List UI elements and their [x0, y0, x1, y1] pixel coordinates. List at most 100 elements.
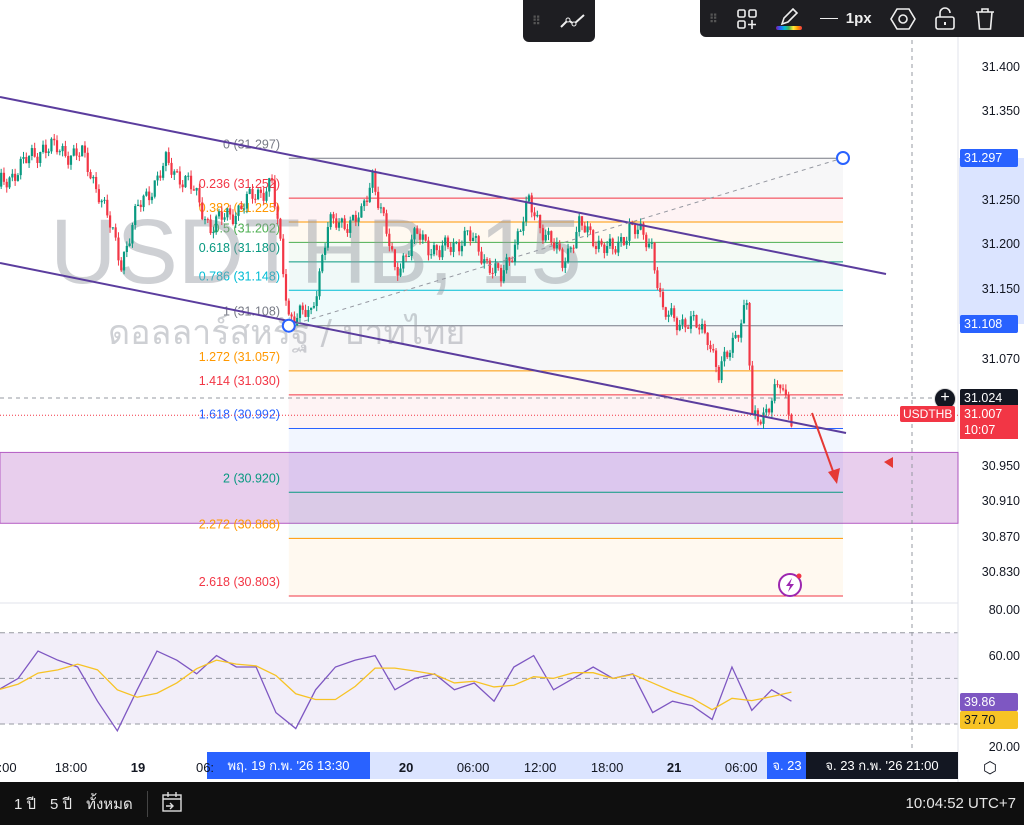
- range-1y[interactable]: 1 ปี: [14, 795, 37, 813]
- target-zone: [0, 451, 959, 524]
- price-tick: 31.150: [981, 281, 1020, 296]
- candle: [81, 145, 84, 157]
- trash-icon[interactable]: [965, 0, 1005, 37]
- candle: [175, 171, 179, 173]
- candle: [203, 219, 207, 221]
- candle: [765, 408, 768, 413]
- candle: [720, 361, 723, 381]
- bar-countdown: 10:07: [964, 423, 996, 437]
- candle: [323, 247, 327, 255]
- candle: [692, 315, 695, 317]
- candle: [726, 351, 729, 358]
- fib-trend-line: [288, 157, 844, 327]
- candle: [664, 307, 667, 317]
- crosshair-price-tag: 31.024: [960, 389, 1018, 407]
- candle: [418, 233, 422, 240]
- candle: [714, 350, 718, 367]
- candle: [212, 231, 215, 234]
- candle: [667, 314, 670, 317]
- line-width-label: 1px: [845, 10, 872, 27]
- candle: [578, 216, 581, 232]
- candle: [413, 228, 416, 240]
- candle: [262, 192, 265, 201]
- drag-handle-icon[interactable]: ⠿: [532, 14, 541, 28]
- candle: [444, 237, 447, 246]
- candle: [597, 240, 600, 250]
- time-tick: 18:00: [590, 760, 624, 775]
- candle: [92, 176, 95, 179]
- candle: [240, 205, 243, 210]
- fib-anchor-handle: [281, 318, 296, 333]
- range-5y[interactable]: 5 ปี: [50, 795, 73, 813]
- candle: [120, 260, 123, 271]
- candle: [483, 259, 486, 264]
- candle: [270, 178, 274, 181]
- candle: [480, 251, 483, 264]
- candle: [687, 327, 690, 329]
- candle: [53, 138, 56, 141]
- clock-timezone[interactable]: 10:04:52 UTC+7: [905, 795, 1017, 812]
- candle: [0, 172, 3, 187]
- candle: [351, 214, 355, 221]
- fib-level-label: 0.786 (31.148): [199, 269, 280, 283]
- trend-line-icon[interactable]: [550, 0, 596, 42]
- candle: [365, 200, 369, 202]
- candle: [606, 246, 609, 254]
- candle: [156, 175, 159, 181]
- candle: [647, 243, 651, 248]
- candle: [564, 262, 567, 268]
- price-chart[interactable]: 0 (31.297)0.236 (31.252)0.382 (31.225)0.…: [0, 0, 1024, 782]
- candle: [770, 400, 773, 413]
- candle: [321, 254, 324, 272]
- candle: [723, 351, 726, 362]
- candle: [698, 327, 701, 330]
- pencil-color-icon[interactable]: [767, 0, 811, 37]
- fib-fill: [288, 428, 843, 493]
- settings-hex-icon[interactable]: [881, 0, 925, 37]
- candle: [522, 221, 525, 231]
- candle: [511, 260, 514, 262]
- candle: [731, 337, 734, 353]
- unlock-icon[interactable]: [925, 0, 965, 37]
- candle: [642, 223, 645, 235]
- range-all[interactable]: ทั้งหมด: [86, 795, 133, 813]
- candle: [164, 152, 168, 166]
- candle: [544, 234, 547, 241]
- candle: [296, 317, 299, 326]
- candle: [432, 245, 436, 255]
- candle: [491, 272, 494, 274]
- drag-handle-icon[interactable]: ⠿: [709, 11, 718, 26]
- candle: [36, 156, 39, 163]
- candle: [675, 318, 679, 331]
- add-template-icon[interactable]: [727, 0, 767, 37]
- candle: [106, 199, 109, 216]
- candle: [575, 231, 578, 249]
- candle: [617, 241, 620, 253]
- chart-settings-icon[interactable]: ⬡: [983, 760, 997, 777]
- rsi-line: [0, 650, 792, 733]
- candle: [162, 165, 165, 178]
- symbol-tag: USDTHB: [900, 406, 956, 422]
- price-tick: 30.830: [981, 565, 1020, 580]
- goto-date-calendar-icon[interactable]: [160, 790, 184, 818]
- candle: [751, 365, 754, 415]
- fib-level-label: 0.236 (31.252): [199, 177, 280, 191]
- candle: [27, 156, 31, 164]
- candle: [315, 296, 318, 307]
- candle: [466, 230, 469, 232]
- candle: [357, 217, 360, 222]
- line-width-button[interactable]: 1px: [811, 0, 881, 37]
- candle: [187, 175, 190, 177]
- candle: [633, 224, 637, 235]
- candle: [600, 240, 603, 245]
- floating-drawing-toolbar: ⠿: [523, 0, 595, 42]
- rsi-ma-value-tag: 37.70: [960, 711, 1018, 729]
- candle: [474, 236, 477, 238]
- candle: [209, 219, 212, 234]
- candle: [134, 205, 137, 226]
- time-range-start-label: พฤ. 19 ก.พ. '26 13:30: [207, 752, 370, 779]
- time-tick: 18:00: [54, 760, 88, 775]
- candle: [773, 384, 776, 401]
- time-tick: 19: [130, 760, 146, 775]
- candle: [128, 243, 131, 246]
